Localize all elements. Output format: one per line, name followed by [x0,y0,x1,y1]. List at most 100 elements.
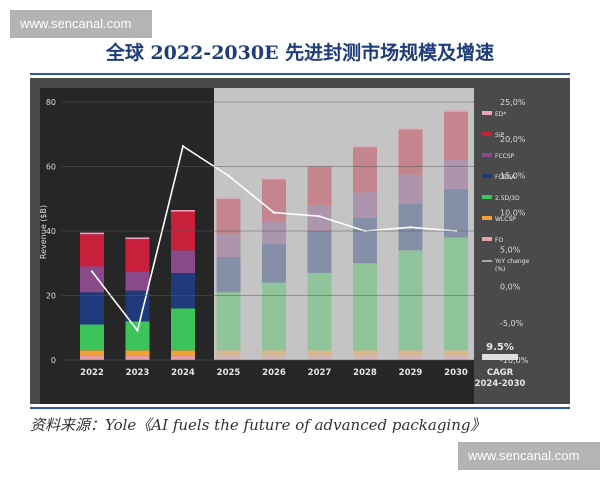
source-caption: 资料来源：Yole《AI fuels the future of advance… [30,416,486,434]
bar-wlcsp-2024 [171,350,195,356]
legend-swatch-fccsp [482,153,492,157]
x-tick-2029: 2029 [399,368,423,378]
cagr-bar [482,354,518,360]
bar-sip-2027 [307,166,332,206]
bar-2-5d-3d-2027 [307,272,332,351]
bar-sip-2030 [444,111,468,161]
y2-tick-label: 10,0% [500,209,526,218]
bar-wlcsp-2025 [216,350,241,356]
bar-fcbga-2026 [262,243,286,283]
bar-2-5d-3d-2029 [398,250,423,351]
legend-swatch-sip [482,132,492,136]
bar-wlcsp-2026 [262,350,286,356]
bar-2-5d-3d-2025 [216,292,241,351]
x-tick-2026: 2026 [262,368,286,378]
bar-fccsp-2027 [307,205,332,231]
legend-label-2-5d-3d: 2.5D/3D [495,195,520,202]
y-tick-label: 80 [46,98,56,107]
bar-wlcsp-2023 [125,350,150,356]
y-tick-label: 0 [51,356,56,365]
x-tick-2024: 2024 [171,368,195,378]
chart: Revenue ($B) 0 20 40 60 80 -10,0% -5,0% 0,0% 5,… [30,78,570,404]
bar-fccsp-2025 [216,234,241,257]
cagr-value: 9.5% [486,342,514,353]
bar-ed-2023 [125,237,150,240]
bar-fo-2025 [216,355,241,360]
bar-fo-2028 [353,355,377,360]
y2-tick-label: 25,0% [500,98,526,107]
legend-swatch-fcbga [482,174,492,178]
legend-label-sip: SiP [495,132,504,139]
y2-tick-label: -5,0% [500,319,524,328]
bar-2-5d-3d-2026 [262,282,286,351]
page-title: 全球 2022-2030E 先进封测市场规模及增速 [105,42,495,64]
x-tick-2030: 2030 [444,368,468,378]
legend-label-fo: FO [495,237,503,244]
y2-tick-label: 15,0% [500,172,526,181]
y-tick-label: 20 [46,292,56,301]
legend-swatch-wlcsp [482,216,492,220]
yoy-point-2022 [90,270,94,273]
bar-2-5d-3d-2030 [444,237,468,351]
bar-fcbga-2030 [444,189,468,238]
yoy-point-2023 [136,329,139,332]
bar-fo-2027 [307,355,332,360]
legend-label-fcbga: FCBGA [495,174,516,181]
legend-label-wlcsp: WLCSP [495,216,516,223]
legend-label-fccsp: FCCSP [495,153,515,160]
y-tick-label: 40 [46,227,56,236]
x-tick-2022: 2022 [80,368,104,378]
bar-fo-2022 [80,355,104,360]
yoy-point-2024 [181,145,185,148]
bar-fccsp-2028 [353,192,377,219]
bar-sip-2029 [398,129,423,175]
bar-2-5d-3d-2022 [80,324,104,351]
bar-wlcsp-2030 [444,350,468,356]
x-tick-cagr: CAGR [487,368,514,378]
legend-swatch-ed [482,111,492,115]
x-tick-2028: 2028 [353,368,377,378]
bar-ed-2030 [444,110,468,112]
bar-fo-2030 [444,355,468,360]
bar-wlcsp-2029 [398,350,423,356]
legend-swatch-2-5d-3d [482,195,492,199]
bar-fcbga-2024 [171,272,195,309]
source-divider [30,407,570,409]
bar-fccsp-2029 [398,174,423,204]
y-tick-label: 60 [46,163,56,172]
y-axis-label: Revenue ($B) [39,205,48,259]
bar-ed-2027 [307,164,332,167]
bar-sip-2025 [216,198,241,235]
bar-fccsp-2023 [125,271,150,291]
bar-fo-2024 [171,355,195,360]
y2-tick-label: 20,0% [500,135,526,144]
bar-ed-2024 [171,210,195,212]
bar-fcbga-2025 [216,256,241,293]
bar-fo-2023 [125,355,150,360]
bar-fcbga-2028 [353,218,377,264]
yoy-point-2029 [409,226,412,229]
bar-sip-2028 [353,147,377,193]
bar-ed-2028 [353,145,377,148]
y2-tick-label: 0,0% [500,282,521,291]
yoy-point-2025 [227,174,230,177]
y2-tick-label: 5,0% [500,245,521,254]
bar-ed-2022 [80,232,104,235]
legend-swatch-fo [482,237,492,241]
bar-fo-2026 [262,355,286,360]
x-tick-2023: 2023 [126,368,150,378]
x-tick-2025: 2025 [217,368,241,378]
bar-sip-2026 [262,179,286,222]
yoy-point-2027 [318,215,321,218]
bar-fccsp-2024 [171,250,195,273]
bar-fccsp-2030 [444,160,468,190]
bar-2-5d-3d-2024 [171,308,195,351]
bar-fccsp-2026 [262,221,286,244]
bar-ed-2025 [216,197,241,199]
watermark-bottom: www.sencanal.com [458,442,600,470]
x-tick-cagr: 2024-2030 [475,379,526,389]
bar-ed-2029 [398,127,423,130]
bar-2-5d-3d-2023 [125,321,150,351]
watermark-top: www.sencanal.com [10,10,152,38]
legend-label-yoy: YoY change [494,258,530,265]
